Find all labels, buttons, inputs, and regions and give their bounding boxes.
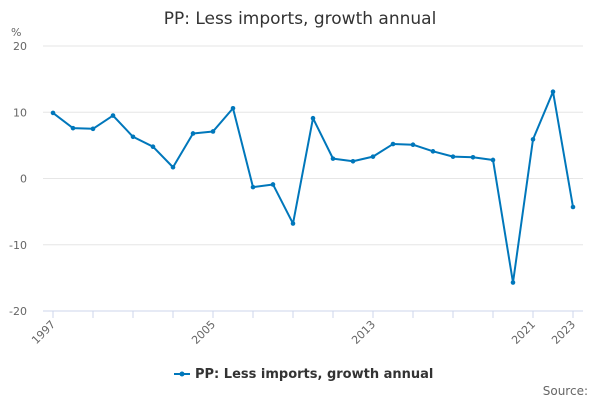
data-point-2008[interactable] xyxy=(270,182,276,187)
data-point-2012[interactable] xyxy=(350,158,356,164)
data-point-2016[interactable] xyxy=(430,149,436,154)
data-point-1998[interactable] xyxy=(70,125,76,131)
x-tick-label: 2005 xyxy=(189,318,218,347)
data-point-2021[interactable] xyxy=(530,137,536,142)
data-point-2015[interactable] xyxy=(410,142,416,148)
data-point-2004[interactable] xyxy=(190,131,196,136)
x-tick-label: 2021 xyxy=(509,318,538,347)
y-tick-label: -20 xyxy=(9,305,27,318)
x-axis: 1997 2005 2013 2021 2023 xyxy=(29,310,583,347)
y-axis-unit-label: % xyxy=(11,26,21,39)
legend-marker-symbol xyxy=(179,371,185,377)
y-axis: -20 -10 0 10 20 xyxy=(9,40,27,318)
legend[interactable]: PP: Less imports, growth annual xyxy=(174,367,433,382)
data-point-2013[interactable] xyxy=(370,154,376,159)
series-layer xyxy=(50,89,576,285)
legend-label: PP: Less imports, growth annual xyxy=(195,367,433,382)
data-point-2017[interactable] xyxy=(450,154,456,159)
data-point-1997[interactable] xyxy=(50,110,56,116)
data-point-2010[interactable] xyxy=(310,115,316,121)
data-point-1999[interactable] xyxy=(90,126,96,132)
data-point-2011[interactable] xyxy=(330,156,336,161)
y-tick-label: 20 xyxy=(13,40,27,53)
x-tick-label: 2023 xyxy=(549,318,578,347)
data-point-2002[interactable] xyxy=(150,144,156,149)
data-point-2009[interactable] xyxy=(290,221,296,226)
source-label[interactable]: Source: xyxy=(543,384,588,398)
data-point-2014[interactable] xyxy=(390,141,396,147)
data-point-2005[interactable] xyxy=(210,129,216,134)
data-point-2020[interactable] xyxy=(510,280,516,285)
data-point-2023[interactable] xyxy=(570,204,576,210)
gridlines xyxy=(43,45,583,312)
data-point-2007[interactable] xyxy=(250,184,256,190)
data-point-2003[interactable] xyxy=(170,164,176,170)
data-point-2006[interactable] xyxy=(230,105,236,111)
x-tick-label: 2013 xyxy=(349,318,378,347)
data-point-2000[interactable] xyxy=(110,113,116,118)
x-tick-label: 1997 xyxy=(29,318,58,347)
data-point-2001[interactable] xyxy=(130,134,136,140)
y-tick-label: 10 xyxy=(13,106,27,119)
y-tick-label: 0 xyxy=(20,173,27,186)
data-point-2018[interactable] xyxy=(470,155,476,160)
data-point-2022[interactable] xyxy=(550,89,556,95)
chart-title: PP: Less imports, growth annual xyxy=(164,9,437,29)
y-tick-label: -10 xyxy=(9,239,27,252)
data-point-2019[interactable] xyxy=(490,157,496,163)
